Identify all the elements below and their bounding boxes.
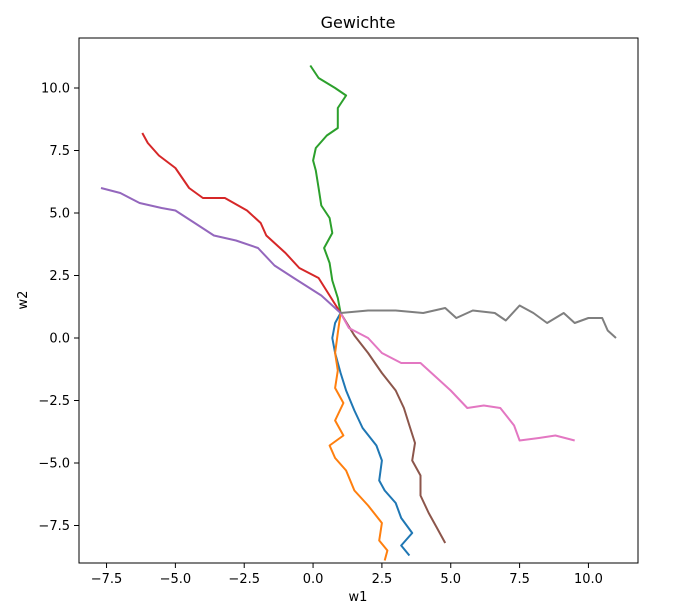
series-line-4 [141, 132, 342, 314]
series-layer [100, 64, 617, 561]
y-tick-label: 10.0 [41, 82, 70, 97]
x-tick-label: 7.5 [509, 572, 530, 587]
x-tick-label: −2.5 [228, 572, 260, 587]
x-axis-label: w1 [349, 590, 368, 605]
y-tick-label: −5.0 [38, 457, 70, 472]
series-line-6 [339, 312, 447, 544]
y-tick-label: −2.5 [38, 394, 70, 409]
series-line-8 [340, 304, 617, 339]
x-tick-label: 2.5 [372, 572, 393, 587]
x-tick-label: 5.0 [440, 572, 461, 587]
y-tick-label: 5.0 [49, 207, 70, 222]
y-axis-ticks: −7.5 −5.0 −2.5 0.0 2.5 5.0 7.5 10.0 [38, 82, 79, 534]
y-tick-label: −7.5 [38, 519, 70, 534]
x-axis-ticks: −7.5 −5.0 −2.5 0.0 2.5 5.0 7.5 10.0 [91, 563, 603, 587]
x-tick-label: 10.0 [574, 572, 603, 587]
y-tick-label: 7.5 [49, 144, 70, 159]
x-tick-label: −5.0 [160, 572, 192, 587]
series-line-5 [100, 187, 342, 314]
x-tick-label: 0.0 [303, 572, 324, 587]
series-line-3 [309, 64, 348, 314]
series-line-7 [339, 312, 575, 442]
y-axis-label: w2 [16, 291, 31, 310]
chart-title: Gewichte [321, 13, 396, 32]
x-tick-label: −7.5 [91, 572, 123, 587]
series-line-1 [331, 312, 414, 557]
y-tick-label: 0.0 [49, 332, 70, 347]
series-line-2 [328, 312, 389, 561]
plot-frame [78, 37, 639, 564]
y-tick-label: 2.5 [49, 269, 70, 284]
